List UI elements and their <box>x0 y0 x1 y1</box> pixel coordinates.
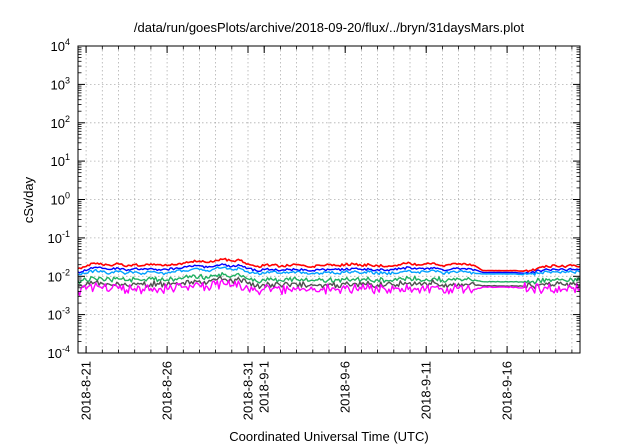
x-tick-label: 2018-8-21 <box>79 361 94 420</box>
x-axis-label: Coordinated Universal Time (UTC) <box>229 429 428 444</box>
y-tick-labels: 10-4 10-3 10-2 10-1 100 101 102 103 104 <box>48 37 70 361</box>
x-tick-label: 2018-9-6 <box>338 361 353 413</box>
x-tick-label: 2018-8-31 <box>241 361 256 420</box>
x-tick-label: 2018-9-11 <box>419 361 434 419</box>
plot-frame <box>77 45 581 354</box>
series-line <box>77 257 581 273</box>
y-tick-label: 104 <box>51 37 70 54</box>
y-tick-label: 101 <box>51 152 70 169</box>
y-tick-label: 10-3 <box>48 306 70 323</box>
y-tick-label: 10-2 <box>48 267 70 284</box>
y-tick-label: 10-1 <box>48 229 70 246</box>
chart-title: /data/run/goesPlots/archive/2018-09-20/f… <box>134 20 525 35</box>
series-line <box>77 279 581 296</box>
y-tick-label: 10-4 <box>48 344 70 361</box>
y-tick-label: 103 <box>51 75 70 92</box>
x-tick-labels: 2018-8-21 2018-8-26 2018-8-31 2018-9-1 2018-… <box>79 361 515 420</box>
x-tick-label: 2018-8-26 <box>160 361 175 420</box>
x-tick-label: 2018-9-1 <box>257 361 272 413</box>
series-line <box>77 276 581 290</box>
series-layer <box>77 257 581 296</box>
y-tick-label: 100 <box>51 191 70 208</box>
series-line <box>77 272 581 285</box>
series-line <box>77 263 581 275</box>
y-axis-label: cSv/day <box>21 176 36 223</box>
series-line <box>77 266 581 276</box>
x-tick-label: 2018-9-16 <box>500 361 515 420</box>
axis-ticks <box>78 45 580 354</box>
y-tick-label: 102 <box>51 114 70 131</box>
